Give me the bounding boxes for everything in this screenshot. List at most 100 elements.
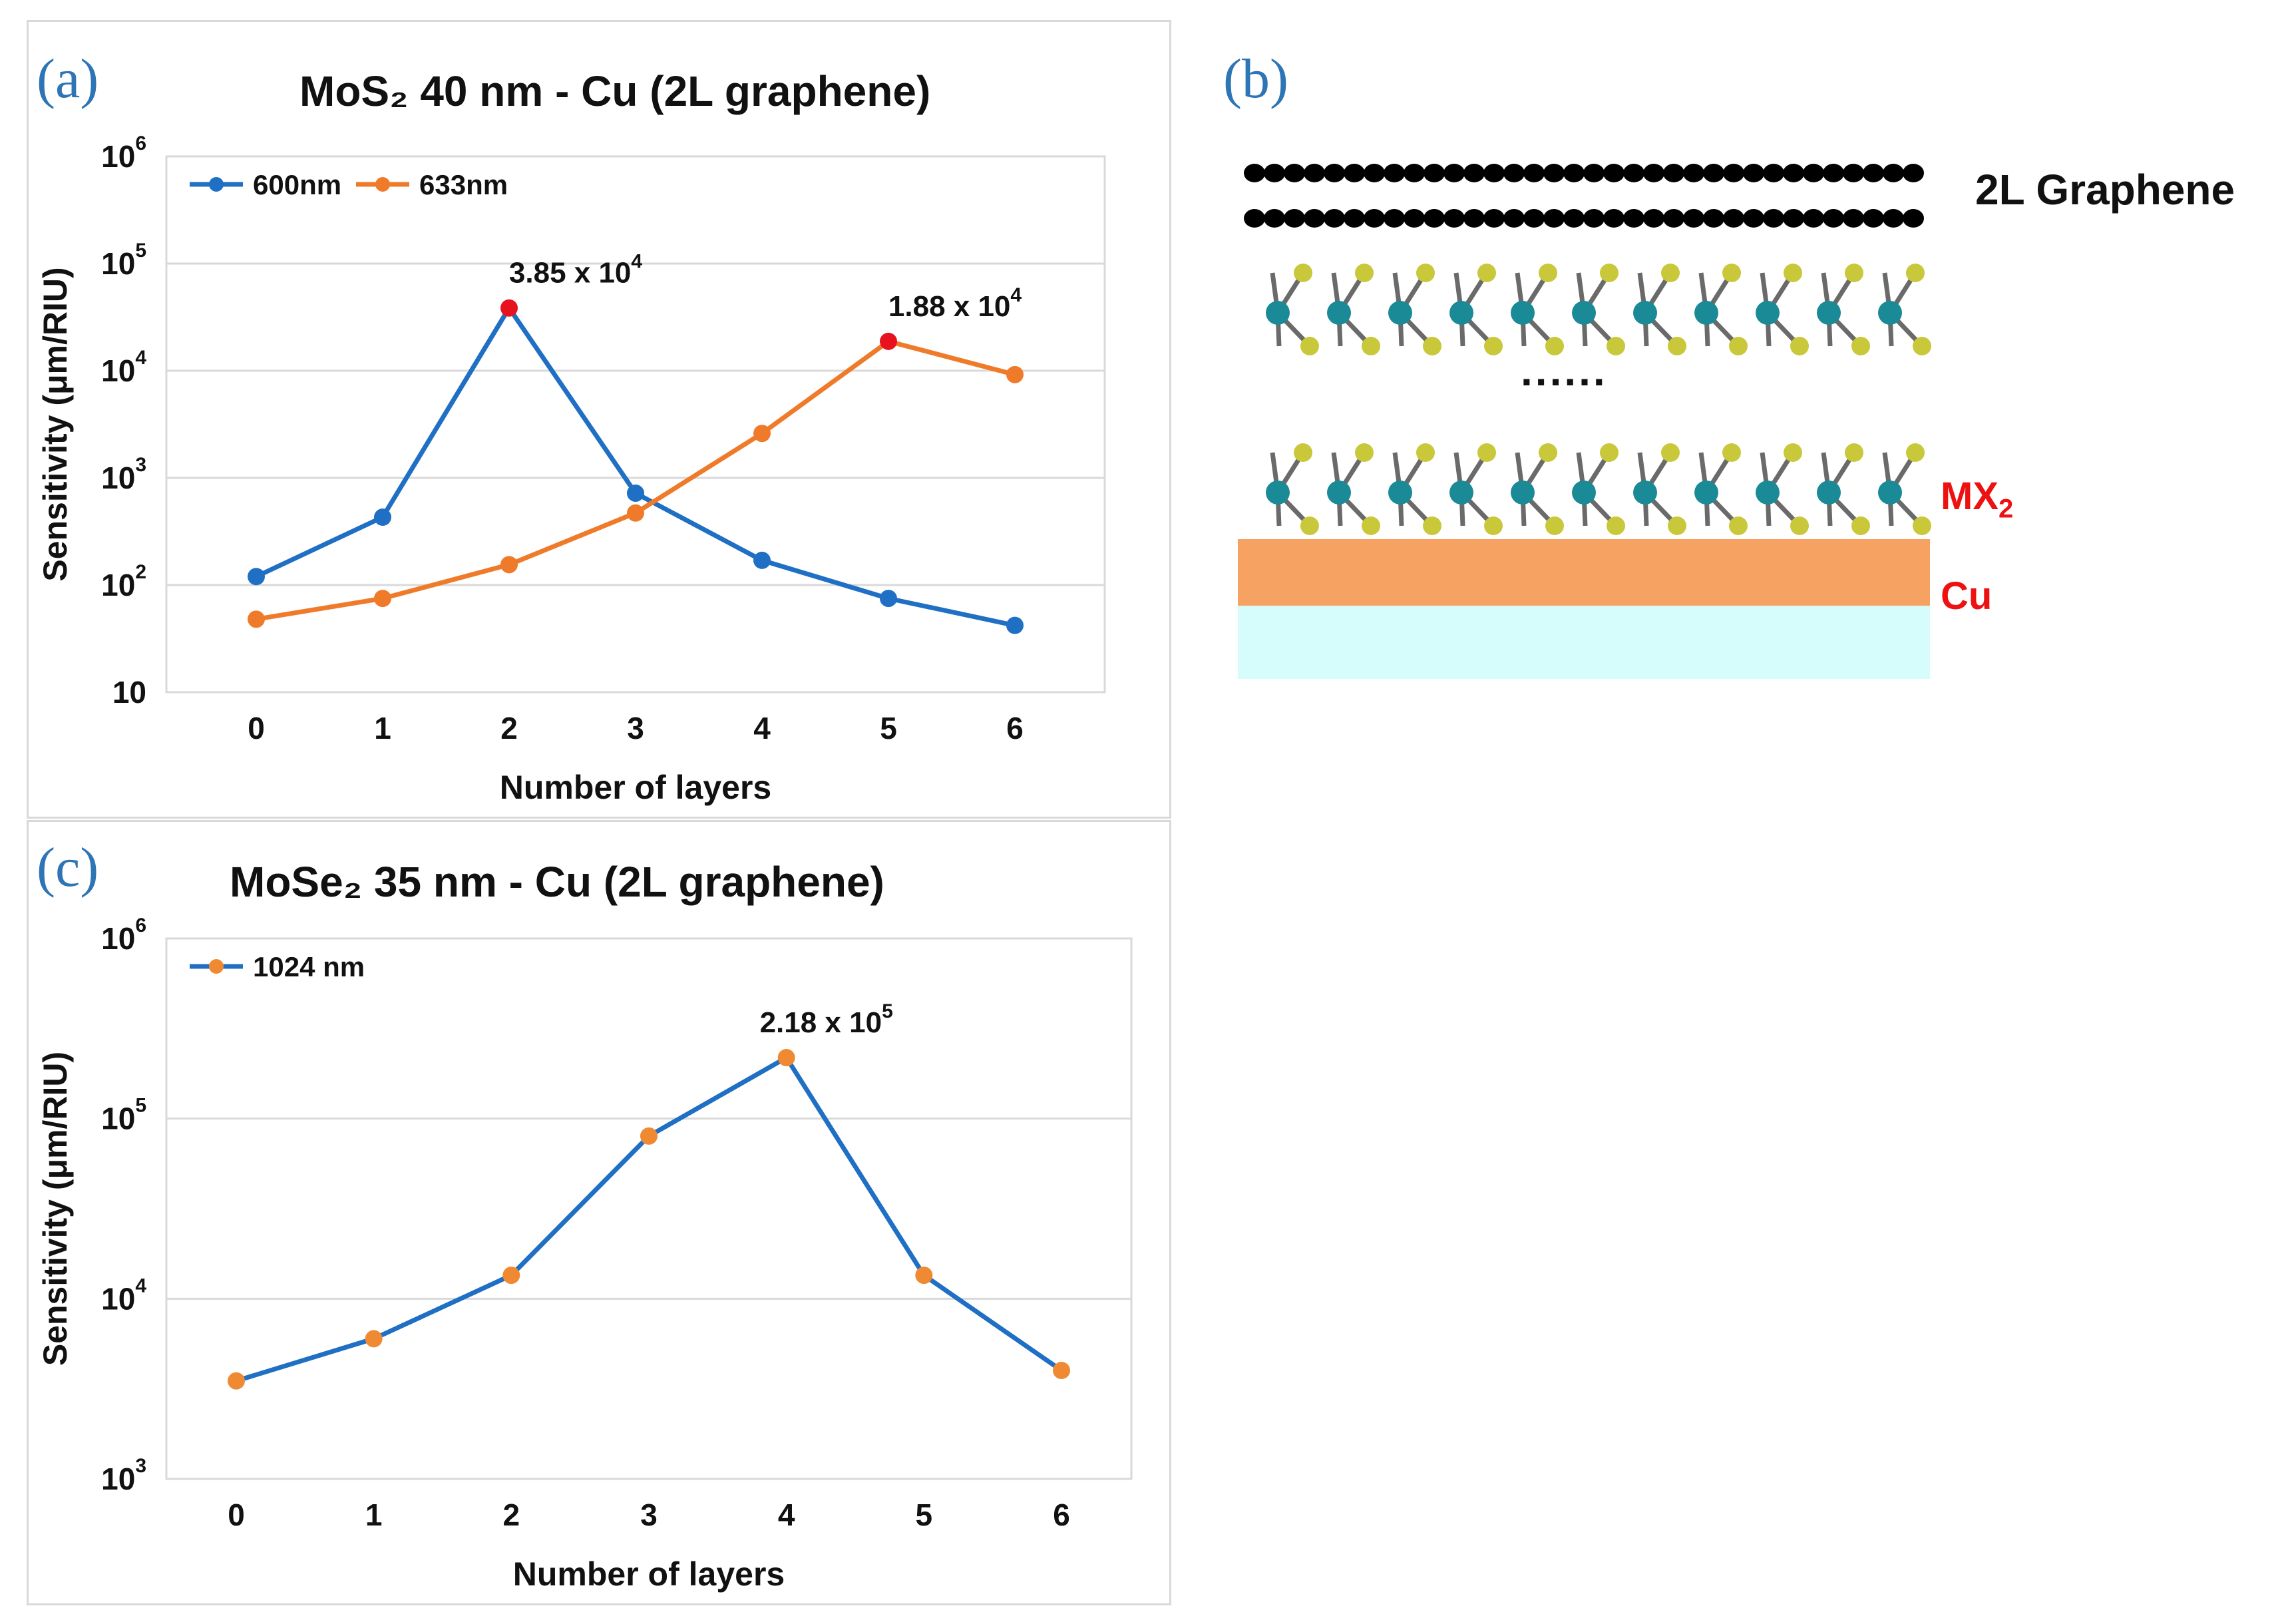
chalcogen-atom — [1906, 443, 1925, 462]
panel-c-frame — [27, 820, 1171, 1605]
graphene-atom — [1384, 164, 1405, 182]
panel-a-title: MoS₂ 40 nm - Cu (2L graphene) — [299, 67, 931, 115]
graphene-atom — [1903, 164, 1924, 182]
ellipsis: ...... — [1521, 347, 1608, 395]
y-tick-base: 10 — [101, 353, 135, 388]
graphene-atom — [1603, 209, 1624, 228]
chalcogen-atom — [1355, 443, 1374, 462]
graphene-atom — [1244, 209, 1265, 228]
y-tick-base: 10 — [112, 675, 146, 710]
metal-atom — [1817, 301, 1841, 325]
metal-atom — [1266, 301, 1290, 325]
graphene-atom — [1823, 209, 1844, 228]
chalcogen-atom — [1362, 516, 1380, 535]
data-point — [1053, 1362, 1070, 1380]
graphene-atom — [1543, 209, 1565, 228]
metal-atom — [1817, 481, 1841, 505]
graphene-atom — [1883, 164, 1904, 182]
chalcogen-atom — [1722, 264, 1741, 282]
data-point — [777, 1049, 795, 1067]
y-axis-label: Sensitivity (μm/RIU) — [37, 1052, 74, 1366]
graphene-atom — [1543, 164, 1565, 182]
x-tick-label: 2 — [500, 711, 518, 745]
graphene-atom — [1424, 164, 1445, 182]
graphene-atom — [1264, 209, 1285, 228]
data-label-base: 1.88 x 10 — [888, 290, 1011, 323]
data-label-base: 3.85 x 10 — [509, 257, 632, 290]
y-tick-exp: 3 — [135, 454, 146, 476]
legend-marker — [209, 959, 224, 974]
graphene-atom — [1324, 164, 1345, 182]
graphene-atom — [1483, 209, 1505, 228]
graphene-atom — [1404, 164, 1425, 182]
data-point — [915, 1267, 933, 1285]
graphene-atom — [1364, 209, 1385, 228]
graphene-atom — [1264, 164, 1285, 182]
metal-atom — [1756, 481, 1780, 505]
chalcogen-atom — [1607, 337, 1625, 355]
graphene-atom — [1563, 209, 1585, 228]
y-tick-label: 105 — [101, 1095, 146, 1136]
metal-atom — [1266, 481, 1290, 505]
data-point — [500, 556, 518, 574]
graphene-atom — [1823, 164, 1844, 182]
graphene-atom — [1683, 209, 1704, 228]
chalcogen-atom — [1484, 337, 1503, 355]
y-tick-exp: 5 — [135, 240, 146, 262]
series-line-0 — [235, 1055, 1063, 1384]
chalcogen-atom — [1729, 516, 1748, 535]
graphene-atom — [1863, 164, 1884, 182]
y-tick-base: 10 — [101, 1102, 135, 1136]
graphene-atom — [1643, 209, 1664, 228]
metal-atom — [1388, 301, 1412, 325]
panel-b-letter: (b) — [1223, 48, 1288, 110]
graphene-atom — [1503, 164, 1525, 182]
graphene-atom — [1304, 209, 1325, 228]
chalcogen-atom — [1416, 264, 1435, 282]
cu-label: Cu — [1941, 574, 1993, 618]
chalcogen-atom — [1423, 337, 1441, 355]
graphene-atom — [1324, 209, 1345, 228]
metal-atom — [1694, 301, 1718, 325]
chalcogen-atom — [1477, 264, 1496, 282]
graphene-atom — [1843, 209, 1864, 228]
y-tick-base: 10 — [101, 1462, 135, 1496]
metal-atom — [1694, 481, 1718, 505]
chalcogen-atom — [1661, 264, 1680, 282]
chalcogen-atom — [1729, 337, 1748, 355]
data-point — [248, 568, 265, 586]
y-tick-base: 10 — [101, 139, 135, 174]
y-tick-label: 104 — [101, 1275, 146, 1316]
data-label: 1.88 x 104 — [888, 284, 1022, 323]
x-tick-label: 1 — [365, 1498, 383, 1532]
legend-marker — [375, 177, 390, 192]
chalcogen-atom — [1300, 337, 1319, 355]
chalcogen-atom — [1722, 443, 1741, 462]
metal-atom — [1511, 481, 1535, 505]
graphene-atom — [1483, 164, 1505, 182]
graphene-atom — [1463, 209, 1485, 228]
graphene-atom — [1743, 164, 1764, 182]
chalcogen-atom — [1790, 337, 1809, 355]
graphene-atom — [1783, 209, 1804, 228]
graphene-atom — [1344, 164, 1365, 182]
graphene-atom — [1903, 209, 1924, 228]
chalcogen-atom — [1477, 443, 1496, 462]
chalcogen-atom — [1845, 443, 1863, 462]
metal-atom — [1449, 481, 1473, 505]
graphene-atom — [1364, 164, 1385, 182]
x-tick-label: 5 — [880, 711, 897, 745]
chalcogen-atom — [1423, 516, 1441, 535]
y-tick-exp: 4 — [135, 347, 146, 369]
x-tick-label: 2 — [503, 1498, 520, 1532]
x-tick-label: 6 — [1053, 1498, 1070, 1532]
chalcogen-atom — [1545, 337, 1564, 355]
metal-atom — [1449, 301, 1473, 325]
graphene-atom — [1443, 164, 1465, 182]
graphene-atom — [1304, 164, 1325, 182]
chalcogen-atom — [1300, 516, 1319, 535]
cu-layer — [1238, 539, 1930, 606]
chalcogen-atom — [1790, 516, 1809, 535]
